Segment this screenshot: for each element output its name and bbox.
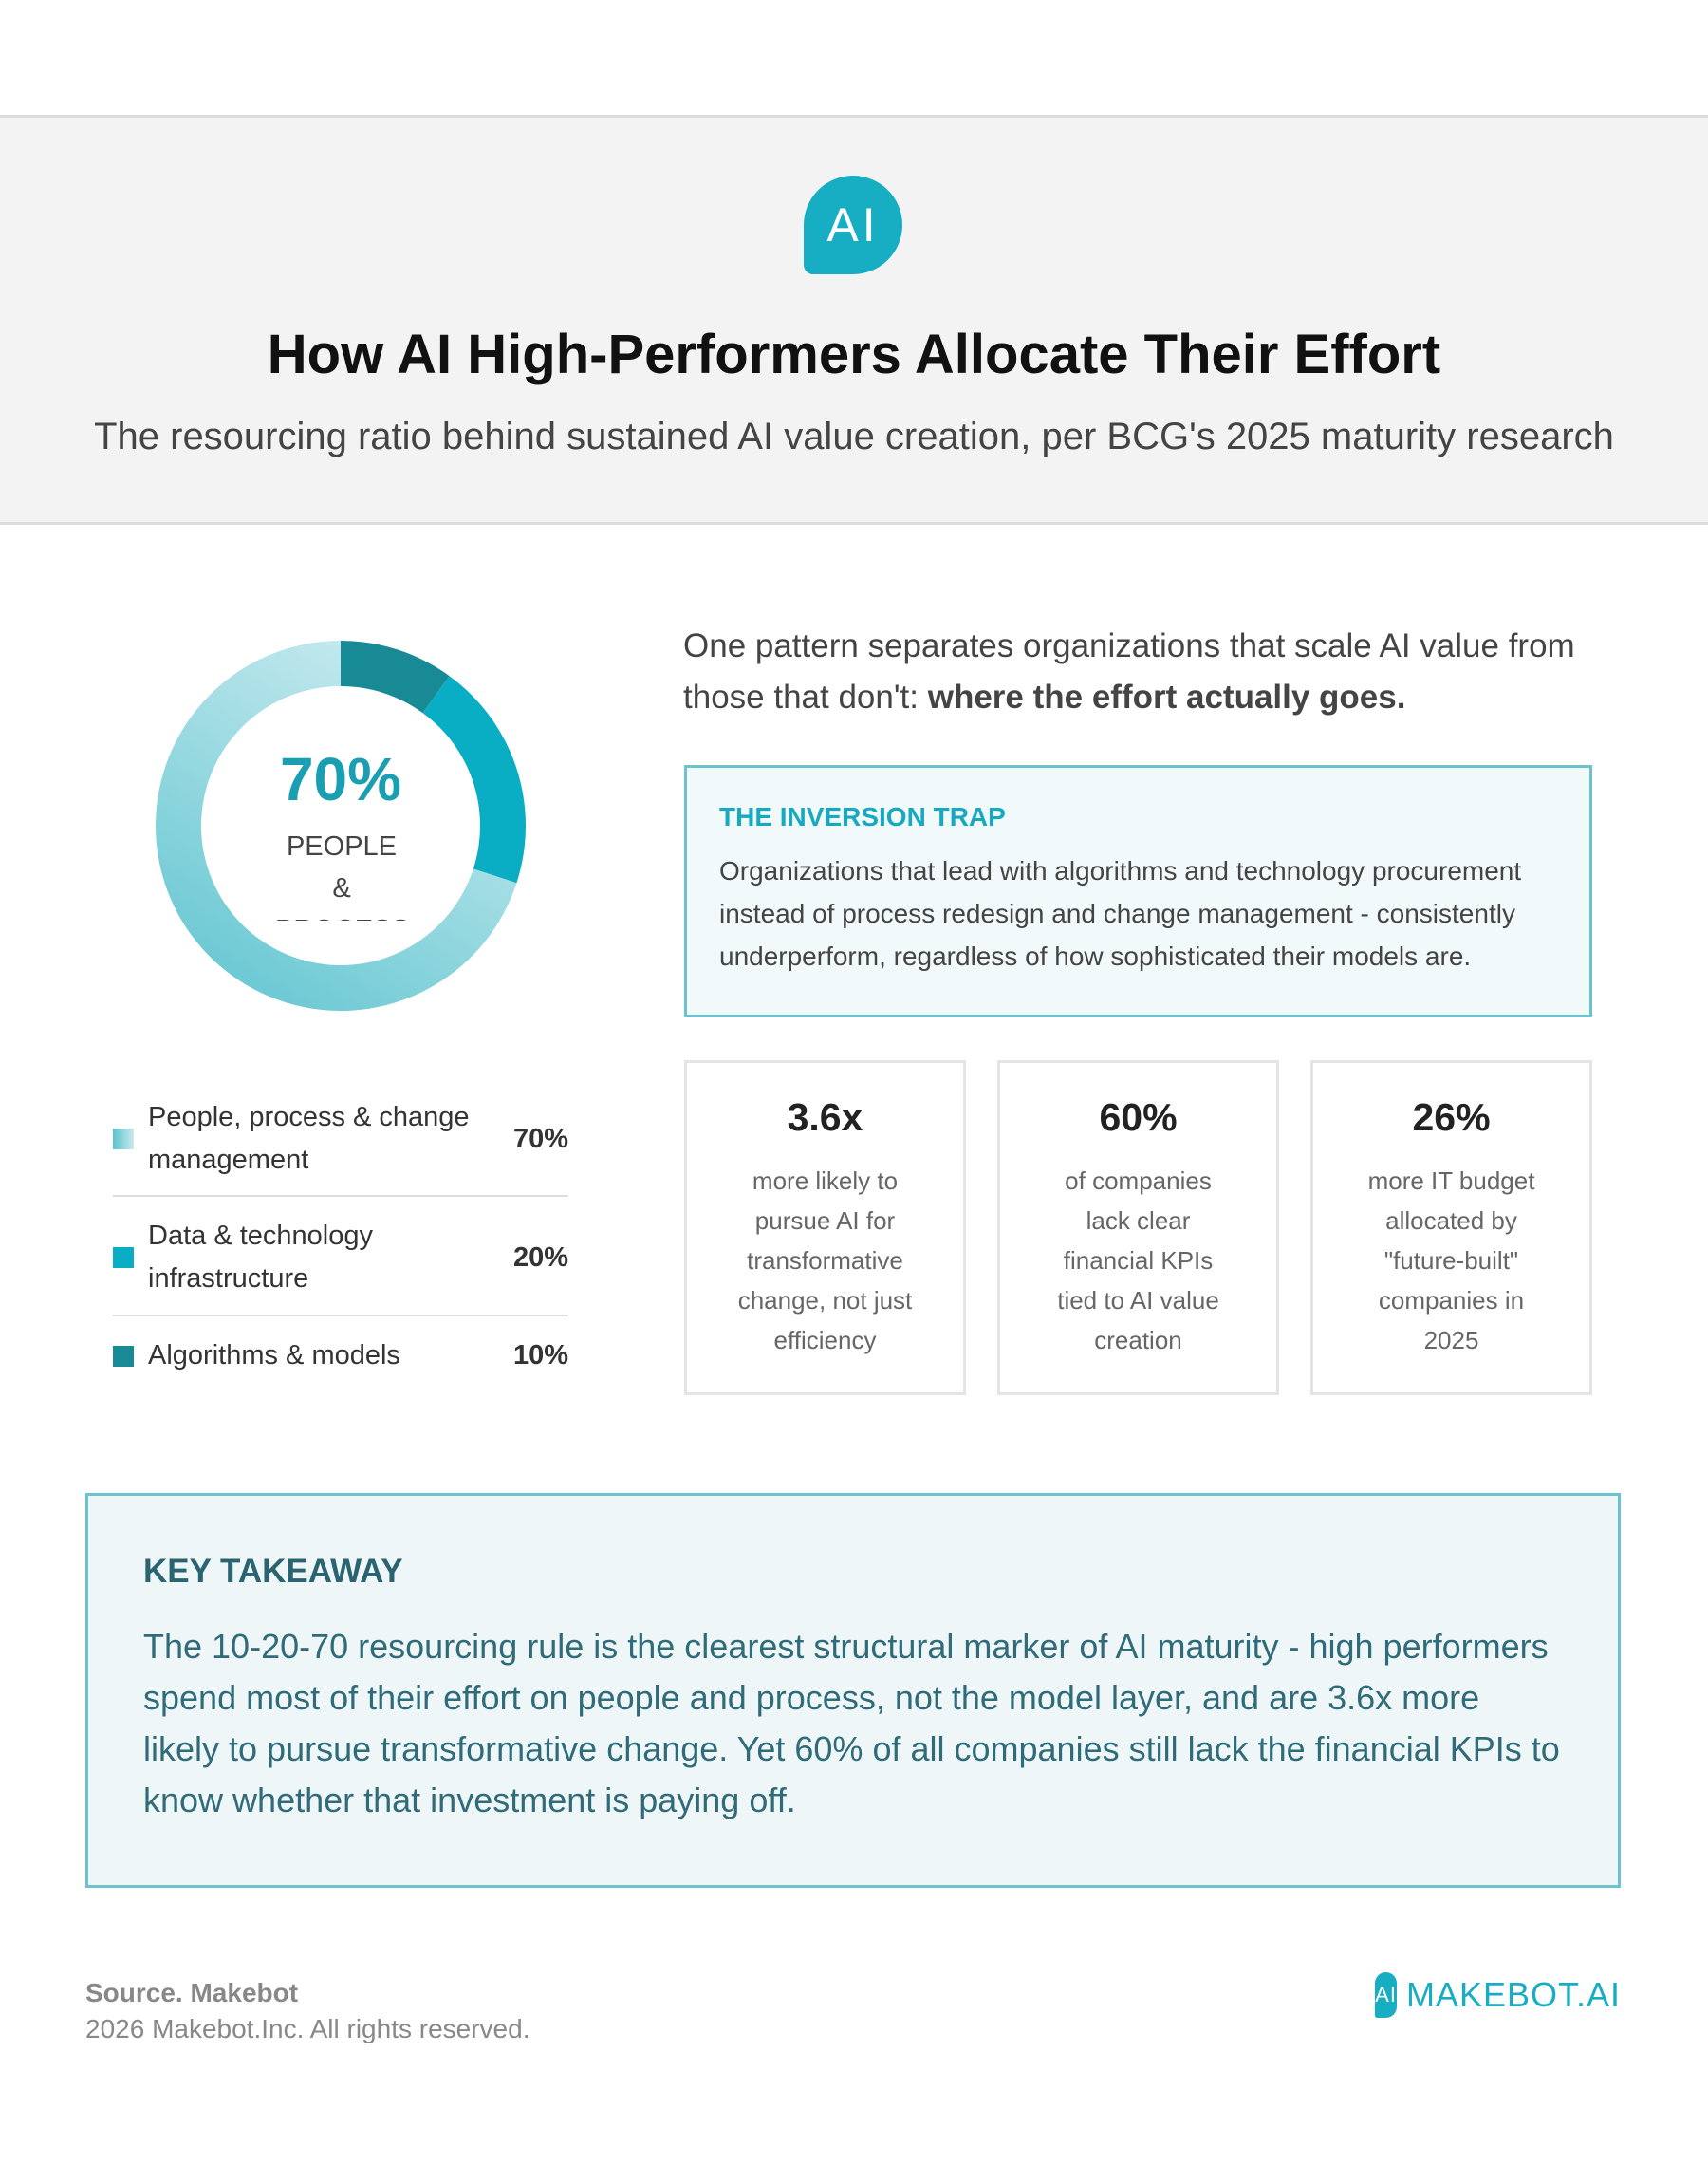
legend-divider — [113, 1315, 568, 1316]
stat-value: 26% — [1412, 1095, 1491, 1139]
logo: AI — [804, 176, 902, 274]
legend-item: Data & technology infrastructure 20% — [113, 1215, 568, 1300]
donut-segment — [341, 641, 450, 714]
takeaway: KEY TAKEAWAY The 10-20-70 resourcing rul… — [85, 1493, 1621, 1888]
takeaway-text: The 10-20-70 resourcing rule is the clea… — [143, 1627, 1560, 1819]
takeaway-title: KEY TAKEAWAY — [143, 1553, 403, 1590]
stat-text: more likely to pursue AI for transformat… — [737, 1166, 913, 1354]
intro-text: One pattern separates organizations that… — [683, 627, 1575, 716]
stat-value: 3.6x — [787, 1095, 863, 1139]
legend-swatch — [113, 1345, 134, 1367]
callout-text: Organizations that lead with algorithms … — [719, 856, 1522, 971]
legend-label: Data & technology infrastructure — [148, 1221, 373, 1294]
center-label-box: PEOPLE & PROCESS — [275, 831, 410, 921]
brand: AI MAKEBOT.AI — [1375, 1972, 1621, 2018]
donut-chart: 70% PEOPLE & PROCESS — [156, 641, 526, 1011]
legend-label: Algorithms & models — [148, 1340, 400, 1371]
brand-logo: AI — [1375, 1972, 1397, 2018]
stat-text: more IT budget allocated by "future-buil… — [1367, 1166, 1535, 1354]
callout: THE INVERSION TRAP Organizations that le… — [684, 765, 1592, 1017]
center-value: 70% — [280, 745, 401, 813]
legend-swatch — [113, 1129, 134, 1149]
center-label: PEOPLE & PROCESS — [275, 831, 410, 921]
source: Source. Makebot — [85, 1978, 299, 2007]
stat-card: 3.6x more likely to pursue AI for transfo… — [684, 1060, 966, 1395]
stat-text: of companies lack clear financial KPIs t… — [1057, 1166, 1219, 1354]
legend-swatch — [113, 1247, 134, 1268]
legend-value: 10% — [512, 1340, 568, 1371]
subtitle: The resourcing ratio behind sustained AI… — [94, 416, 1614, 457]
intro-emphasis: where the effort actually goes. — [927, 679, 1406, 716]
brand-name: MAKEBOT.AI — [1405, 1975, 1621, 2014]
legend-value: 20% — [512, 1241, 568, 1273]
intro: One pattern separates organizations that… — [683, 621, 1613, 723]
callout-title: THE INVERSION TRAP — [719, 802, 1006, 831]
legend-item: Algorithms & models 10% — [113, 1334, 568, 1377]
legend-item: People, process & change management 70% — [113, 1096, 568, 1182]
title: How AI High-Performers Allocate Their Ef… — [267, 324, 1441, 385]
donut-segment — [422, 676, 526, 884]
stat-card: 26% more IT budget allocated by "future-b… — [1310, 1060, 1592, 1395]
copyright: 2026 Makebot.Inc. All rights reserved. — [85, 2014, 530, 2043]
legend-value: 70% — [512, 1123, 568, 1154]
stat-card: 60% of companies lack clear financial KPI… — [997, 1060, 1279, 1395]
stat-value: 60% — [1099, 1095, 1178, 1139]
legend-label: People, process & change management — [148, 1102, 470, 1175]
legend-divider — [113, 1195, 568, 1197]
